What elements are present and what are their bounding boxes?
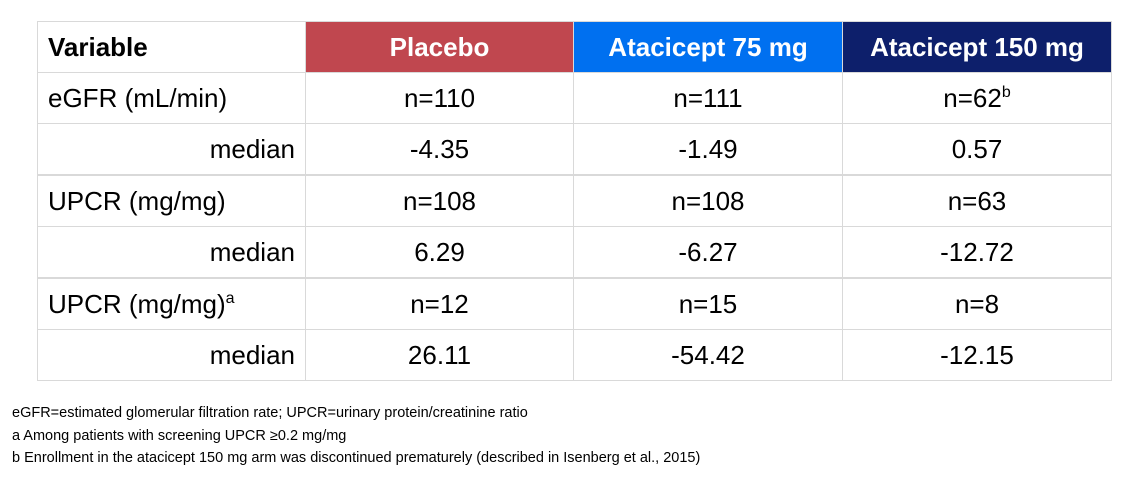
cell-placebo: 6.29 [305, 226, 574, 279]
cell-atacicept-75: -6.27 [573, 226, 843, 279]
row-label: UPCR (mg/mg)a [37, 277, 306, 330]
footnote-a: a Among patients with screening UPCR ≥0.… [12, 427, 347, 444]
results-table: Variable Placebo Atacicept 75 mg Atacice… [37, 21, 1112, 381]
cell-placebo: n=12 [305, 277, 574, 330]
cell-atacicept-150: -12.15 [842, 329, 1112, 381]
cell-placebo: 26.11 [305, 329, 574, 381]
cell-atacicept-150: -12.72 [842, 226, 1112, 279]
row-label: median [37, 226, 306, 279]
cell-placebo: n=108 [305, 174, 574, 227]
row-label: UPCR (mg/mg) [37, 174, 306, 227]
cell-atacicept-75: -1.49 [573, 123, 843, 176]
row-label: eGFR (mL/min) [37, 72, 306, 124]
cell-atacicept-75: n=111 [573, 72, 843, 124]
cell-placebo: -4.35 [305, 123, 574, 176]
cell-placebo: n=110 [305, 72, 574, 124]
cell-atacicept-150: 0.57 [842, 123, 1112, 176]
header-variable: Variable [37, 21, 306, 73]
results-table-container: Variable Placebo Atacicept 75 mg Atacice… [37, 21, 1112, 381]
cell-atacicept-150: n=62b [842, 72, 1112, 124]
cell-atacicept-75: n=15 [573, 277, 843, 330]
header-atacicept-75: Atacicept 75 mg [573, 21, 843, 73]
header-atacicept-150: Atacicept 150 mg [842, 21, 1112, 73]
table-row: UPCR (mg/mg) n=108 n=108 n=63 [37, 174, 1112, 227]
table-row: UPCR (mg/mg)a n=12 n=15 n=8 [37, 277, 1112, 330]
row-label: median [37, 329, 306, 381]
footnote-abbreviations: eGFR=estimated glomerular filtration rat… [12, 405, 528, 421]
table-row: median 26.11 -54.42 -12.15 [37, 329, 1112, 381]
table-row: eGFR (mL/min) n=110 n=111 n=62b [37, 72, 1112, 124]
cell-atacicept-150: n=63 [842, 174, 1112, 227]
table-row: median 6.29 -6.27 -12.72 [37, 226, 1112, 279]
table-header-row: Variable Placebo Atacicept 75 mg Atacice… [37, 21, 1112, 73]
cell-atacicept-75: -54.42 [573, 329, 843, 381]
cell-atacicept-150: n=8 [842, 277, 1112, 330]
footnotes: eGFR=estimated glomerular filtration rat… [12, 402, 700, 470]
table-row: median -4.35 -1.49 0.57 [37, 123, 1112, 176]
footnote-b: b Enrollment in the atacicept 150 mg arm… [12, 450, 701, 466]
row-label: median [37, 123, 306, 176]
header-placebo: Placebo [305, 21, 574, 73]
cell-atacicept-75: n=108 [573, 174, 843, 227]
